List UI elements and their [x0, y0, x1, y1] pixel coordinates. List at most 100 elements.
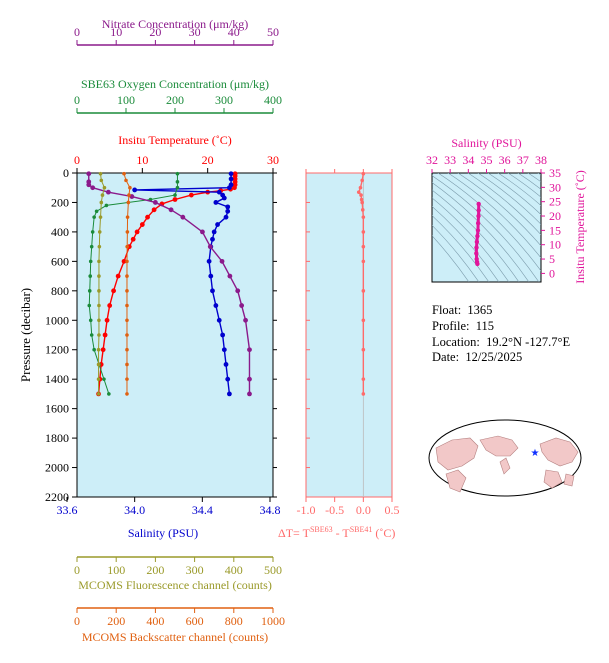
salinity-point	[206, 258, 212, 264]
pressure-tick-label: 1600	[45, 402, 69, 416]
delta-point	[361, 244, 366, 249]
nitrate-point	[86, 182, 92, 188]
map-float-location-star: ★	[531, 448, 540, 459]
fluorescence-point	[100, 193, 105, 197]
info-float: Float: 1365	[432, 303, 492, 318]
oxygen-tick-label: 0	[74, 93, 80, 107]
fluorescence-point	[98, 171, 103, 176]
backscatter-point	[125, 259, 129, 264]
ts-y-tick-label: 25	[549, 195, 561, 209]
fluorescence-point	[97, 289, 101, 293]
nitrate-point	[86, 171, 92, 177]
ts-density-contour	[437, 173, 541, 272]
ts-density-contour	[477, 173, 541, 225]
salinity-axis-label: Salinity (PSU)	[128, 526, 198, 540]
nitrate-tick-label: 30	[189, 25, 201, 39]
nitrate-tick-label: 50	[267, 25, 279, 39]
map-landmass	[499, 457, 511, 475]
delta-point	[359, 197, 364, 202]
map-landmass	[563, 473, 575, 487]
delta-plot-area	[305, 172, 393, 498]
backscatter-point	[125, 289, 129, 293]
backscatter-point	[126, 200, 131, 205]
backscatter-tick-label: 400	[146, 614, 164, 628]
delta-axis-label-part: SBE63	[310, 525, 333, 534]
fluorescence-tick-label: 0	[74, 563, 80, 577]
oxygen-point	[89, 333, 94, 337]
ts-density-contour	[467, 173, 541, 236]
ts-density-contour	[432, 175, 540, 282]
ts-point	[475, 228, 481, 233]
delta-point	[361, 215, 366, 219]
backscatter-point	[125, 392, 129, 396]
ts-density-contour	[432, 206, 500, 282]
ts-density-contour	[532, 163, 609, 302]
oxygen-point	[173, 193, 177, 197]
pressure-tick-label: 1000	[45, 313, 69, 327]
backscatter-point	[125, 347, 129, 352]
ts-density-contour	[447, 173, 541, 259]
date-label: Date:	[432, 350, 460, 364]
oxygen-tick-label: 100	[117, 93, 135, 107]
profile-label: Profile:	[432, 319, 470, 333]
temperature-point	[102, 332, 108, 338]
oxygen-point	[87, 303, 92, 308]
fluorescence-point	[97, 333, 101, 337]
oxygen-axis-label: SBE63 Oxygen Concentration (μm/kg)	[81, 77, 269, 91]
salinity-tick-label: 33.6	[57, 503, 78, 517]
salinity-point	[225, 208, 231, 214]
fluorescence-point	[99, 178, 104, 183]
ts-density-contour	[517, 173, 541, 190]
fluorescence-point	[102, 185, 107, 190]
ts-y-tick-label: 35	[549, 166, 561, 180]
fluorescence-point	[97, 230, 102, 234]
salinity-point	[210, 288, 215, 294]
fluorescence-tick-label: 300	[186, 563, 204, 577]
ts-y-tick-label: 10	[549, 238, 561, 252]
pressure-tick-label: 1200	[45, 343, 69, 357]
info-location: Location: 19.2°N -127.7°E	[432, 335, 570, 350]
float-value: 1365	[467, 303, 493, 317]
salinity-point	[225, 376, 231, 382]
salinity-point	[215, 222, 220, 227]
salinity-point	[223, 362, 229, 367]
delta-tick-label: 0.5	[385, 503, 400, 517]
ts-point	[476, 213, 481, 219]
pressure-tick-label: 1800	[45, 431, 69, 445]
backscatter-tick-label: 200	[107, 614, 125, 628]
pressure-tick-label: 600	[51, 254, 69, 268]
nitrate-point	[247, 347, 252, 353]
ts-density-contour	[432, 215, 490, 282]
ts-density-contour	[487, 173, 541, 216]
location-value: 19.2°N -127.7°E	[486, 335, 571, 349]
temperature-point	[232, 185, 237, 191]
oxygen-point	[107, 392, 111, 396]
ts-point	[474, 256, 479, 262]
ts-plot-area	[431, 172, 542, 283]
salinity-point	[228, 176, 234, 182]
backscatter-tick-label: 0	[74, 614, 80, 628]
fluorescence-tick-label: 200	[146, 563, 164, 577]
info-profile: Profile: 115	[432, 319, 494, 334]
nitrate-point	[235, 288, 241, 294]
delta-point	[361, 289, 366, 293]
nitrate-point	[247, 391, 252, 397]
ts-point	[474, 245, 479, 250]
backscatter-point	[125, 230, 130, 234]
backscatter-point	[125, 362, 129, 367]
ts-x-tick-label: 32	[426, 153, 438, 167]
temperature-axis-label: Insitu Temperature (˚C)	[118, 133, 232, 147]
ts-y-tick-label: 15	[549, 223, 561, 237]
oxygen-point	[87, 289, 92, 293]
temperature-point	[188, 192, 194, 198]
main-plot-area	[76, 172, 274, 498]
map-landmass	[543, 469, 563, 489]
nitrate-point	[227, 273, 233, 279]
fluorescence-tick-label: 400	[225, 563, 243, 577]
temperature-point	[111, 288, 116, 294]
salinity-point	[216, 189, 222, 195]
oxygen-point	[102, 377, 106, 381]
ts-density-contour	[507, 173, 541, 198]
ts-y-tick-label: 30	[549, 180, 561, 194]
